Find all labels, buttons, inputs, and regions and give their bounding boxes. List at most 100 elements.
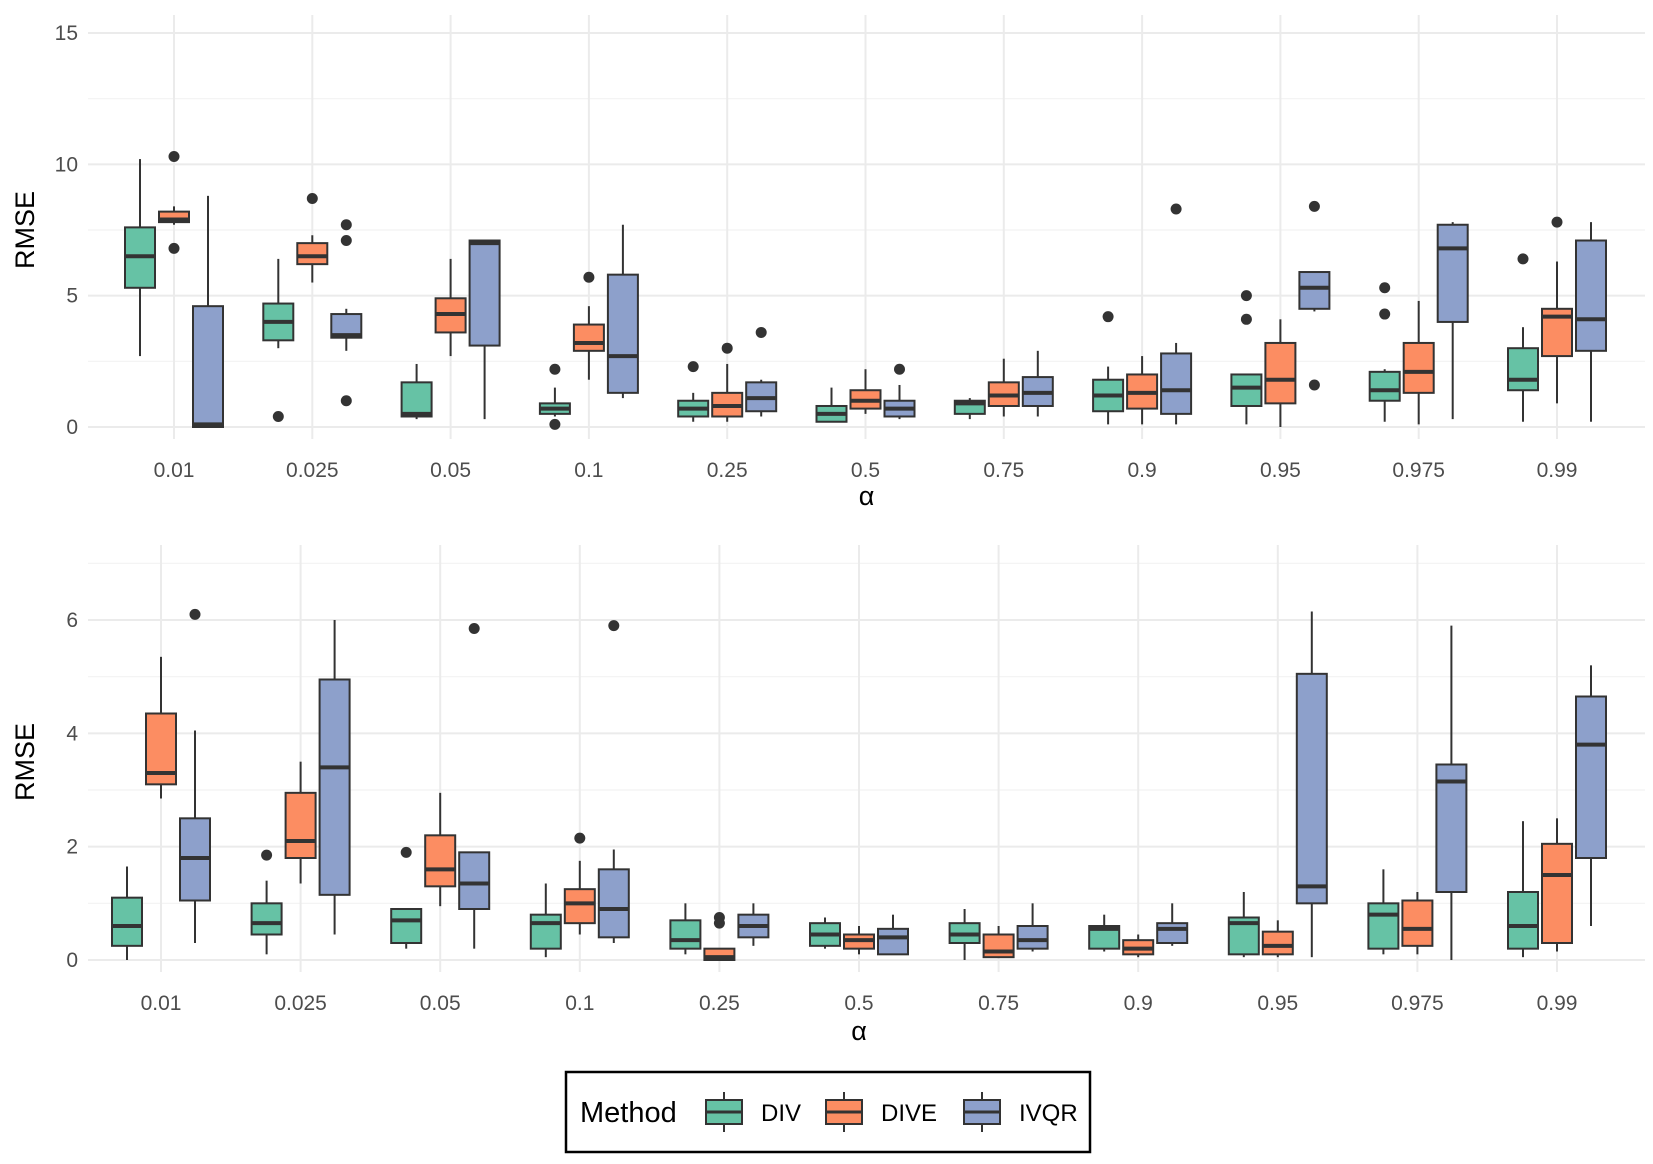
box-body <box>192 305 224 429</box>
box-ivqr-0.99 <box>1575 665 1607 926</box>
x-tick-label: 0.9 <box>1127 459 1156 482</box>
box-div-0.025 <box>262 258 295 422</box>
outlier-point <box>713 917 725 929</box>
box-div-0.99 <box>1507 253 1539 422</box>
x-tick-label: 0.5 <box>844 992 873 1015</box>
x-tick-label: 0.95 <box>1260 459 1301 482</box>
x-tick-label: 0.75 <box>983 459 1024 482</box>
x-tick-label: 0.025 <box>286 459 339 482</box>
y-tick-label: 10 <box>55 153 78 176</box>
outlier-point <box>1551 216 1563 228</box>
box-div-0.25 <box>669 903 702 955</box>
box-dive-0.975 <box>1402 300 1435 425</box>
box-dive-0.25 <box>703 912 736 962</box>
box-body <box>1261 930 1294 956</box>
legend: Method DIV DIVE IVQR <box>564 1070 1092 1154</box>
box-ivqr-0.9 <box>1156 903 1189 946</box>
x-tick-label: 0.99 <box>1537 459 1578 482</box>
box-body <box>1298 271 1331 310</box>
legend-label-div: DIV <box>761 1100 801 1127</box>
box-dive-0.75 <box>987 358 1020 417</box>
box-ivqr-0.975 <box>1436 222 1469 420</box>
box-div-0.5 <box>815 387 848 423</box>
y-tick-label: 2 <box>66 836 78 859</box>
box-body <box>1088 925 1121 950</box>
box-ivqr-0.25 <box>745 326 778 417</box>
box-body <box>1230 373 1263 407</box>
y-tick-label: 15 <box>55 22 78 45</box>
box-body <box>458 851 491 910</box>
legend-label-dive: DIVE <box>881 1100 937 1127</box>
outlier-point <box>755 326 767 338</box>
box-dive-0.9 <box>1122 934 1155 958</box>
box-ivqr-0.01 <box>179 608 211 943</box>
box-div-0.05 <box>400 363 433 420</box>
series-ivqr <box>179 608 1607 960</box>
outlier-point <box>1379 282 1391 294</box>
outlier-point <box>340 235 352 247</box>
box-body <box>877 927 909 956</box>
outlier-point <box>549 418 561 430</box>
y-tick-label: 0 <box>66 949 78 972</box>
x-tick-label: 0.05 <box>420 992 461 1015</box>
box-ivqr-0.025 <box>330 219 363 407</box>
outlier-point <box>1102 311 1114 323</box>
x-tick-label: 0.25 <box>699 992 740 1015</box>
box-dive-0.75 <box>982 926 1015 959</box>
box-body <box>572 323 605 352</box>
box-dive-0.01 <box>158 150 190 254</box>
box-body <box>1507 891 1539 950</box>
x-tick-label: 0.1 <box>574 459 603 482</box>
box-body <box>1402 341 1435 394</box>
box-body <box>1435 763 1468 893</box>
box-ivqr-0.95 <box>1298 200 1331 391</box>
box-body <box>424 834 457 888</box>
outlier-point <box>1240 313 1252 325</box>
box-dive-0.05 <box>434 258 467 357</box>
outlier-point <box>189 608 201 620</box>
box-ivqr-0.1 <box>597 620 630 943</box>
box-dive-0.975 <box>1401 892 1434 955</box>
series-dive <box>158 150 1573 427</box>
box-ivqr-0.99 <box>1575 222 1607 422</box>
outlier-point <box>261 849 273 861</box>
x-tick-label: 0.025 <box>274 992 327 1015</box>
y-tick-label: 4 <box>66 722 78 745</box>
x-tick-label: 0.01 <box>154 459 195 482</box>
box-ivqr-0.975 <box>1435 625 1468 960</box>
y-axis-title: RMSE <box>10 723 40 801</box>
box-div-0.5 <box>809 917 841 949</box>
y-tick-label: 5 <box>66 285 78 308</box>
box-body <box>296 242 329 266</box>
box-body <box>982 933 1015 959</box>
box-body <box>1295 672 1328 905</box>
y-tick-label: 6 <box>66 609 78 632</box>
box-body <box>703 947 736 962</box>
box-dive-0.5 <box>849 369 882 414</box>
box-ivqr-0.05 <box>458 623 491 949</box>
bottom-panel: 0 2 4 6 0.01 0.025 0.05 0.1 0.25 0.5 0.75 0.9 0.95 0.… <box>10 545 1645 1046</box>
box-ivqr-0.01 <box>192 195 224 429</box>
outlier-point <box>1308 200 1320 212</box>
box-div-0.01 <box>124 159 156 357</box>
box-body <box>468 239 501 347</box>
box-body <box>1016 925 1049 950</box>
box-body <box>1575 695 1607 859</box>
outlier-point <box>583 271 595 283</box>
box-ivqr-0.9 <box>1160 203 1193 425</box>
box-body <box>1401 899 1434 947</box>
box-body <box>529 913 562 950</box>
x-tick-label: 0.99 <box>1537 992 1578 1015</box>
x-tick-label: 0.1 <box>565 992 594 1015</box>
box-body <box>1436 223 1469 323</box>
box-dive-0.9 <box>1126 356 1159 425</box>
box-ivqr-0.05 <box>468 239 501 420</box>
series-ivqr <box>192 195 1607 429</box>
x-tick-label: 0.05 <box>430 459 471 482</box>
outlier-point <box>306 192 318 204</box>
box-body <box>250 902 283 936</box>
box-body <box>1575 239 1607 352</box>
x-axis-title: α <box>859 481 875 511</box>
box-div-0.1 <box>538 363 571 430</box>
box-body <box>1368 370 1401 402</box>
